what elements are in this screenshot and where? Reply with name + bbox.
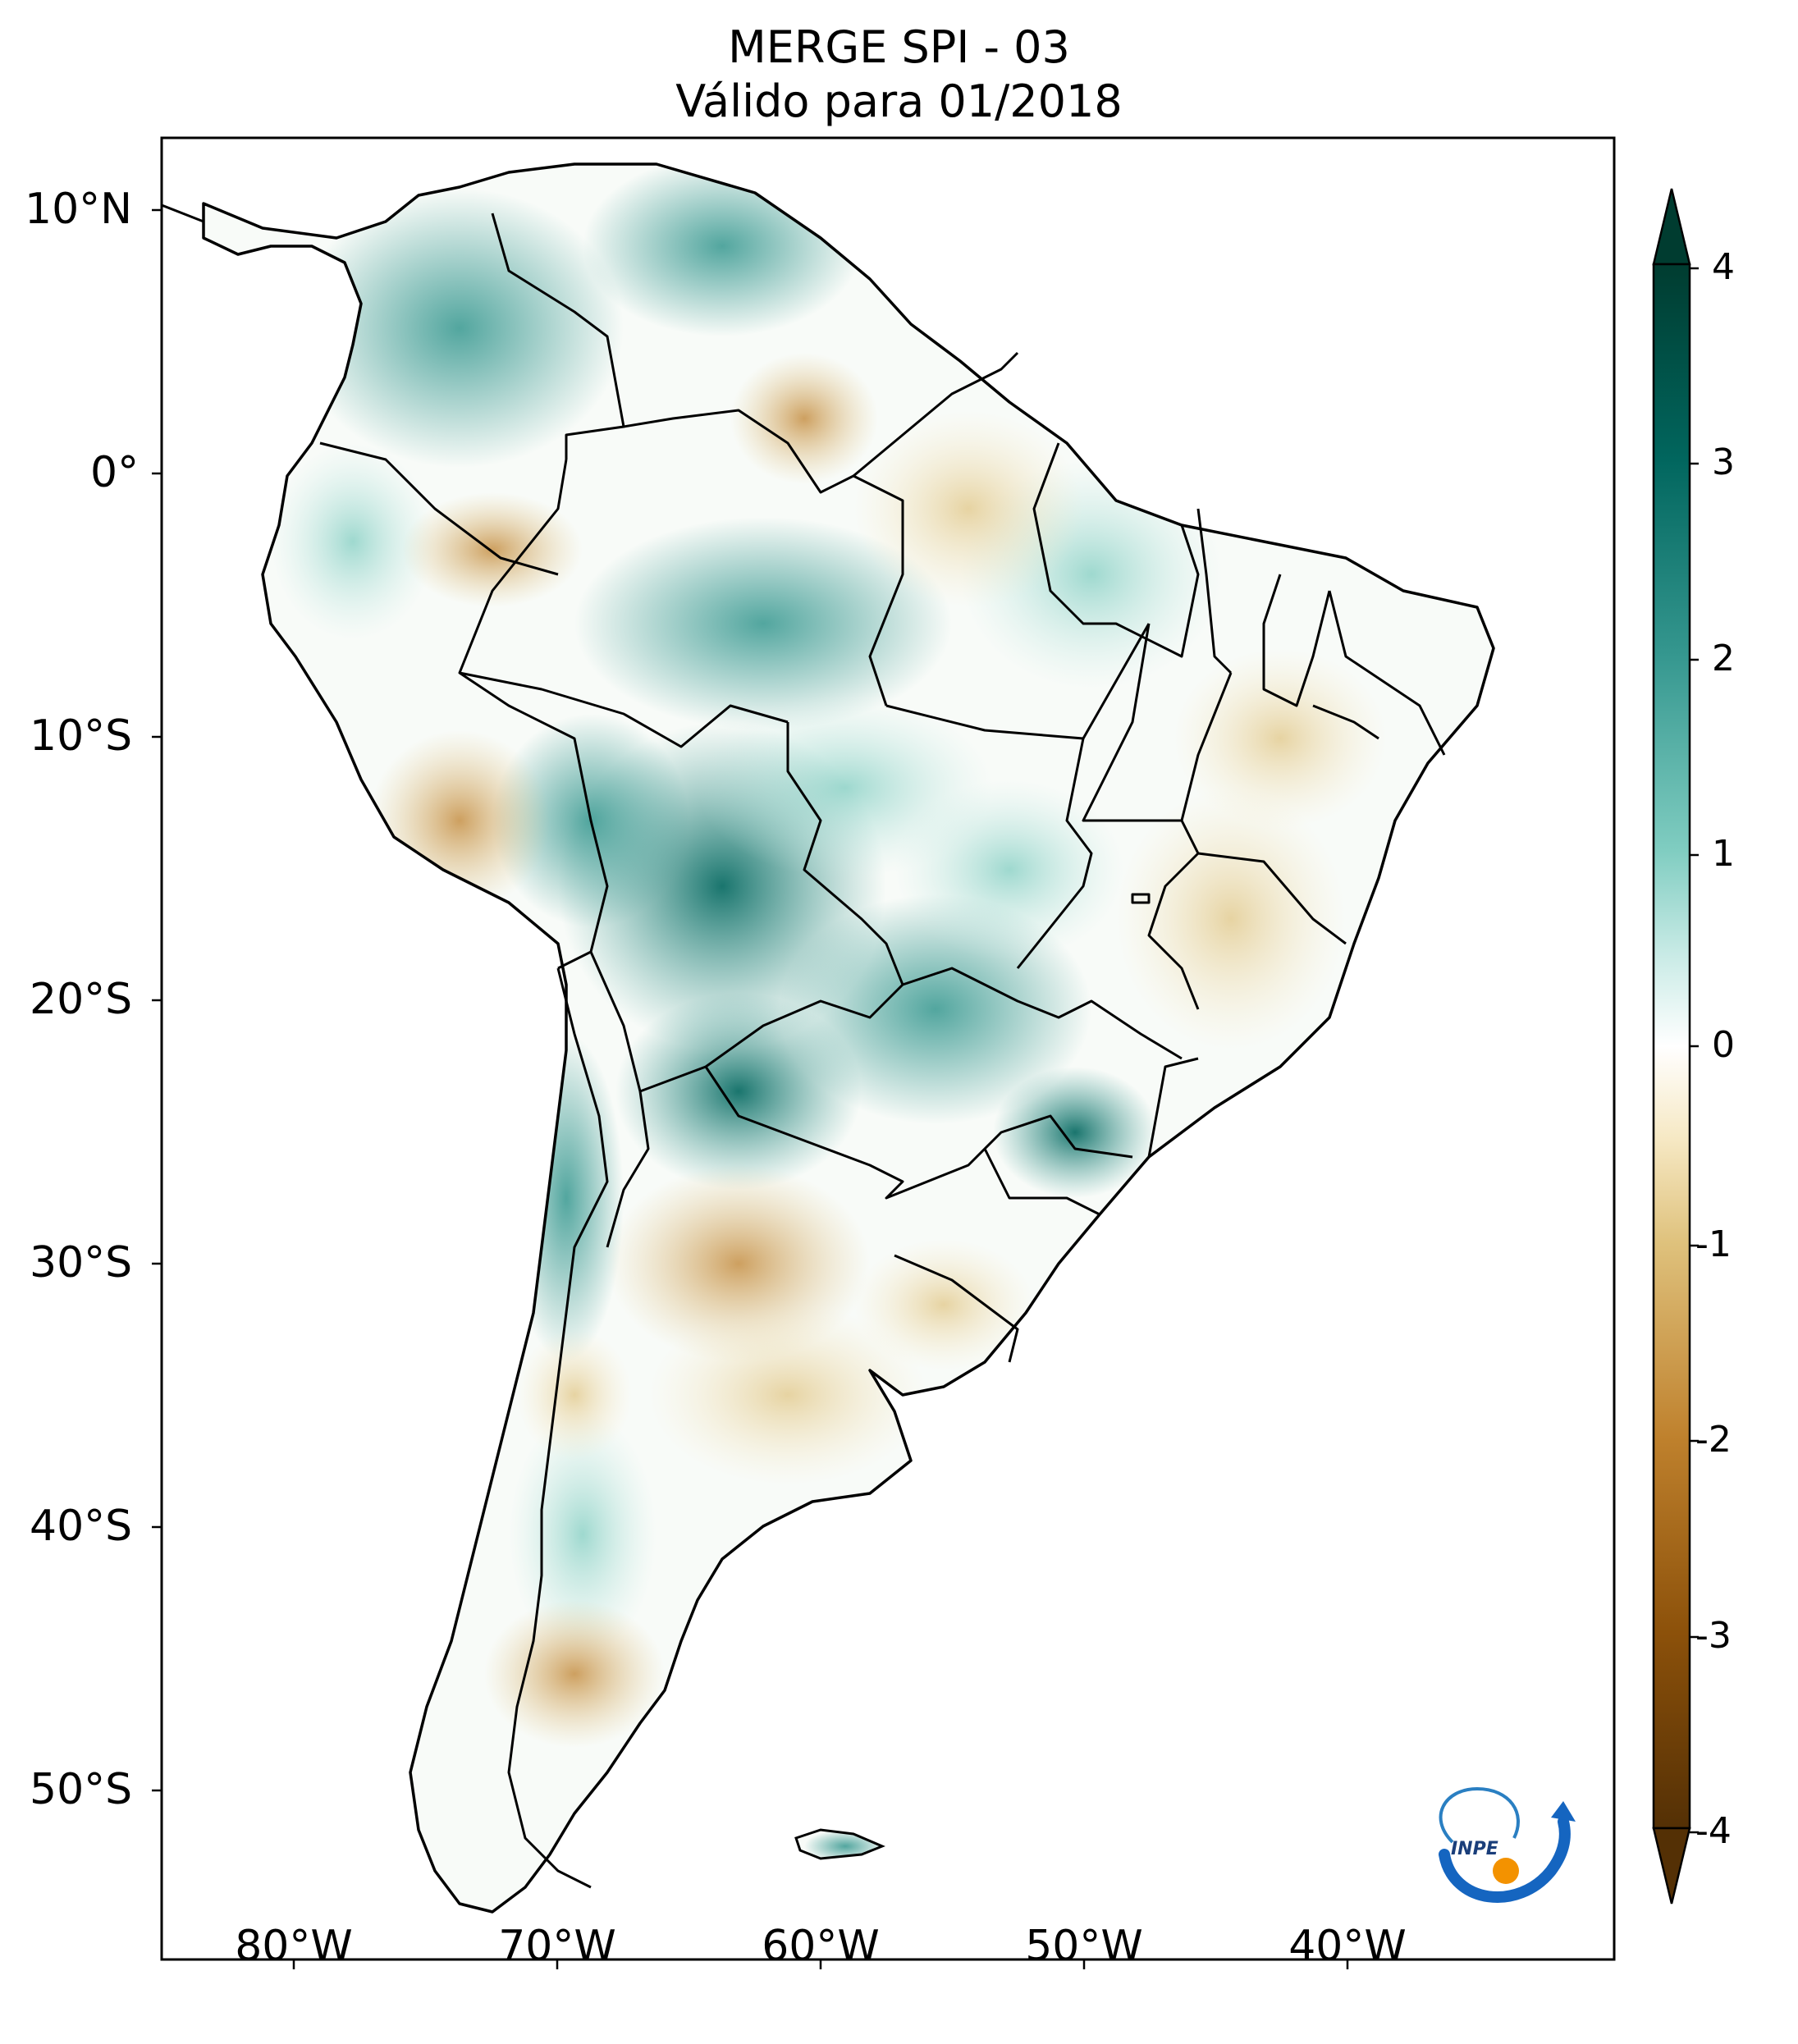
lat-label-10s: 10°S xyxy=(30,711,133,761)
lon-label-60w: 60°W xyxy=(762,1922,880,1971)
inpe-logo: INPE xyxy=(1439,1786,1576,1903)
logo-arrow-icon xyxy=(1551,1801,1576,1822)
borders xyxy=(319,213,1446,1363)
lat-label-30s: 30°S xyxy=(30,1238,133,1287)
lon-label-80w: 80°W xyxy=(235,1922,353,1971)
logo-orbit-icon xyxy=(1439,1786,1520,1844)
logo-swoosh-icon xyxy=(1439,1816,1571,1903)
colorbar xyxy=(1652,188,1699,1905)
lon-label-70w: 70°W xyxy=(498,1922,616,1971)
colorbar-lower-extension xyxy=(1652,1827,1691,1905)
colorbar-tick-2: 2 xyxy=(1712,638,1735,679)
lat-label-10n: 10°N xyxy=(25,185,133,234)
logo-sun-icon xyxy=(1493,1858,1519,1884)
logo-text: INPE xyxy=(1451,1839,1498,1859)
falkland-islands xyxy=(794,1828,885,1860)
coastline xyxy=(202,162,1495,1914)
map-title: MERGE SPI - 03 xyxy=(728,21,1070,73)
lat-label-40s: 40°S xyxy=(30,1502,133,1551)
colorbar-upper-extension xyxy=(1652,188,1691,266)
lon-label-40w: 40°W xyxy=(1288,1922,1407,1971)
lat-label-0: 0° xyxy=(90,448,140,497)
colorbar-tick-neg4: -4 xyxy=(1695,1810,1732,1852)
colorbar-tick-neg1: -1 xyxy=(1695,1223,1732,1265)
central-america-coast xyxy=(162,203,204,223)
colorbar-gradient xyxy=(1652,263,1691,1830)
colorbar-tick-1: 1 xyxy=(1712,833,1735,875)
andes-border xyxy=(507,967,609,1889)
axis-ticks xyxy=(152,208,1349,1969)
lat-label-50s: 50°S xyxy=(30,1765,133,1814)
colorbar-tick-neg2: -2 xyxy=(1695,1419,1732,1461)
map-subtitle: Válido para 01/2018 xyxy=(675,75,1123,127)
colorbar-tick-3: 3 xyxy=(1712,441,1735,483)
lon-label-50w: 50°W xyxy=(1025,1922,1143,1971)
colorbar-tick-neg3: -3 xyxy=(1695,1615,1732,1657)
colorbar-tick-4: 4 xyxy=(1712,246,1735,288)
lat-label-20s: 20°S xyxy=(30,975,133,1024)
colorbar-tick-0: 0 xyxy=(1712,1024,1735,1066)
